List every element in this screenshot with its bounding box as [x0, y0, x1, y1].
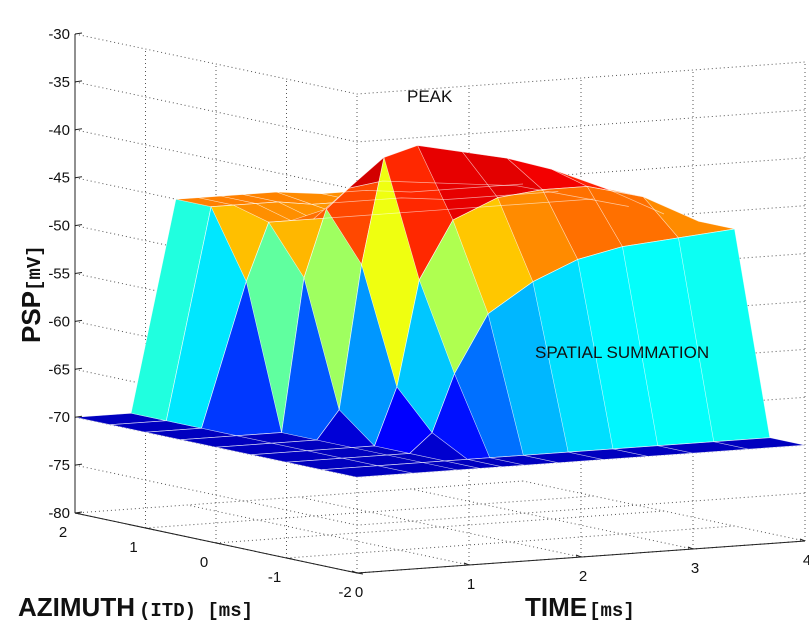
- ticks-layer: -30 -35 -40 -45 -50 -55 -60 -65 -70 -75 -80 2 1 0 -1 -2…: [48, 26, 809, 601]
- time-tick-mark: [799, 538, 806, 542]
- y-axis-label: AZIMUTH (ITD) [ms]: [18, 592, 253, 622]
- z-tick-mark: [74, 176, 83, 179]
- x-axis-label: TIME [ms]: [525, 592, 635, 622]
- z-tick-label: -40: [48, 122, 70, 139]
- z-tick-label: -75: [48, 457, 70, 474]
- surface-mesh-line: [180, 180, 629, 441]
- z-tick-label: -60: [48, 313, 70, 330]
- time-tick-label: 2: [579, 568, 587, 585]
- z-tick-mark: [74, 272, 83, 274]
- azimuth-tick-mark: [356, 572, 364, 575]
- z-tick-mark: [74, 224, 83, 227]
- time-tick-label: 0: [355, 584, 363, 601]
- surface-mesh-line: [321, 437, 770, 471]
- z-tick-mark: [74, 32, 83, 35]
- time-tick-label: 4: [803, 552, 809, 569]
- gridline-azimuth-floor: [215, 510, 665, 544]
- z-tick-label: -65: [48, 361, 70, 378]
- azimuth-tick-mark: [215, 542, 223, 545]
- z-tick-label: -30: [48, 26, 70, 43]
- surface-mesh-line: [145, 198, 594, 433]
- gridline-z: [74, 33, 806, 95]
- annotation-peak: PEAK: [407, 87, 453, 106]
- gridline-z: [74, 81, 806, 143]
- gridline-azimuth-floor: [74, 480, 524, 514]
- surface-mesh-line: [286, 228, 735, 463]
- z-axis-label-unit: [mV]: [24, 245, 46, 291]
- azimuth-tick-label: -1: [268, 569, 281, 586]
- surface-mesh-line: [74, 183, 524, 418]
- time-tick-mark: [575, 554, 582, 558]
- z-tick-label: -55: [48, 266, 70, 283]
- x-axis-label-unit: [ms]: [589, 600, 635, 622]
- z-tick-mark: [74, 415, 83, 418]
- z-tick-label: -70: [48, 409, 70, 426]
- azimuth-tick-label: -2: [338, 584, 351, 601]
- z-tick-label: -50: [48, 218, 70, 235]
- z-axis-label-main: PSP: [16, 291, 46, 343]
- surface-mesh-line: [110, 191, 559, 426]
- time-tick-mark: [351, 570, 358, 574]
- azimuth-tick-label: 0: [200, 554, 208, 571]
- gridline-time-floor: [522, 480, 806, 542]
- gridline-z: [74, 464, 806, 526]
- surface-mesh-line: [215, 145, 665, 448]
- y-axis-label-main: AZIMUTH: [18, 592, 135, 622]
- z-tick-label: -45: [48, 170, 70, 187]
- gridline-azimuth-floor: [286, 525, 735, 559]
- azimuth-tick-mark: [74, 512, 82, 515]
- surface-mesh-line: [251, 186, 700, 456]
- azimuth-tick-mark: [145, 527, 152, 530]
- azimuth-tick-label: 1: [129, 539, 137, 556]
- z-tick-mark: [74, 319, 83, 322]
- annotation-spatial-summation: SPATIAL SUMMATION: [535, 343, 709, 362]
- azimuth-tick-label: 2: [59, 524, 67, 541]
- time-tick-mark: [463, 562, 470, 566]
- z-tick-mark: [74, 463, 83, 466]
- x-axis-label-main: TIME: [525, 592, 587, 622]
- gridline-azimuth-floor: [145, 495, 594, 529]
- surface-layer: [74, 145, 806, 478]
- azimuth-tick-mark: [286, 557, 293, 560]
- time-tick-mark: [687, 546, 694, 550]
- time-tick-label: 1: [467, 576, 475, 593]
- z-tick-mark: [74, 128, 83, 131]
- axes-layer: [74, 32, 806, 575]
- z-tick-label: -80: [48, 505, 70, 522]
- z-axis-label: PSP[mV]: [16, 245, 46, 343]
- time-tick-label: 3: [691, 560, 699, 577]
- z-tick-label: -35: [48, 74, 70, 91]
- z-tick-mark: [74, 367, 83, 370]
- y-axis-label-unit: (ITD) [ms]: [139, 600, 253, 622]
- surface-mesh-line: [356, 444, 806, 478]
- z-tick-mark: [74, 80, 83, 83]
